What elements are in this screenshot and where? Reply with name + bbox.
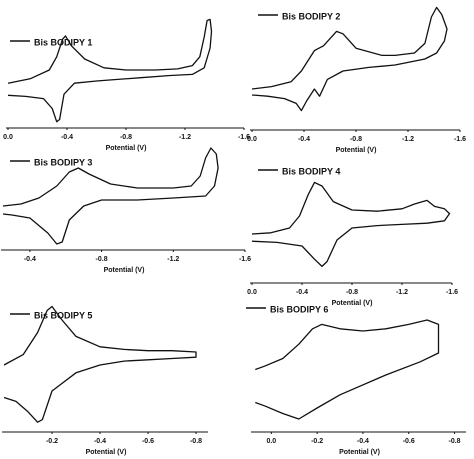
cv-curve — [251, 6, 448, 112]
x-tick-label: -0.6 — [142, 438, 154, 445]
x-tick-label: -0.4 — [61, 134, 73, 141]
x-axis-title: Potential (V) — [106, 145, 147, 152]
cv-curve — [251, 181, 451, 268]
x-axis-title: Potential (V) — [332, 300, 373, 307]
x-axis-title: Potential (V) — [336, 147, 377, 154]
x-tick-label: -0.8 — [350, 136, 362, 143]
x-tick-label: 0.0 — [247, 136, 257, 143]
x-tick-label: 0.0 — [266, 438, 276, 445]
x-tick-label: -1.6 — [446, 289, 458, 296]
x-axis-title: Potential (V) — [339, 449, 380, 456]
x-tick-label: 0.0 — [247, 289, 257, 296]
x-axis-title: Potential (V) — [86, 449, 127, 456]
x-axis-title: Potential (V) — [104, 267, 145, 274]
x-tick-label: -0.6 — [403, 438, 415, 445]
x-tick-label: -0.4 — [296, 289, 308, 296]
legend-label: Bis BODIPY 3 — [34, 157, 92, 167]
legend-label: Bis BODIPY 6 — [270, 304, 328, 314]
x-tick-label: -0.8 — [120, 134, 132, 141]
x-tick-label: -0.4 — [298, 136, 310, 143]
cv-curve — [2, 147, 219, 245]
x-tick-label: -1.2 — [167, 256, 179, 263]
x-tick-label: -1.6 — [454, 136, 466, 143]
x-tick-label: -0.4 — [94, 438, 106, 445]
x-tick-label: -0.8 — [449, 438, 461, 445]
legend-label: Bis BODIPY 2 — [282, 11, 340, 21]
x-tick-label: -0.8 — [190, 438, 202, 445]
legend-label: Bis BODIPY 4 — [282, 166, 340, 176]
x-tick-label: -0.8 — [96, 256, 108, 263]
x-tick-label: -0.2 — [311, 438, 323, 445]
x-tick-label: -1.2 — [179, 134, 191, 141]
legend-label: Bis BODIPY 1 — [34, 37, 92, 47]
x-tick-label: -0.4 — [357, 438, 369, 445]
x-tick-label: -1.2 — [396, 289, 408, 296]
x-tick-label: -0.2 — [46, 438, 58, 445]
x-tick-label: -1.2 — [402, 136, 414, 143]
cv-curve — [3, 305, 197, 423]
x-tick-label: -0.8 — [346, 289, 358, 296]
x-tick-label: 0.0 — [3, 134, 13, 141]
x-tick-label: -1.6 — [239, 256, 251, 263]
cv-curve — [7, 18, 213, 123]
x-tick-label: -0.4 — [24, 256, 36, 263]
cv-curve — [255, 319, 440, 420]
x-tick-label: -1.6 — [238, 134, 250, 141]
legend-label: Bis BODIPY 5 — [34, 310, 92, 320]
